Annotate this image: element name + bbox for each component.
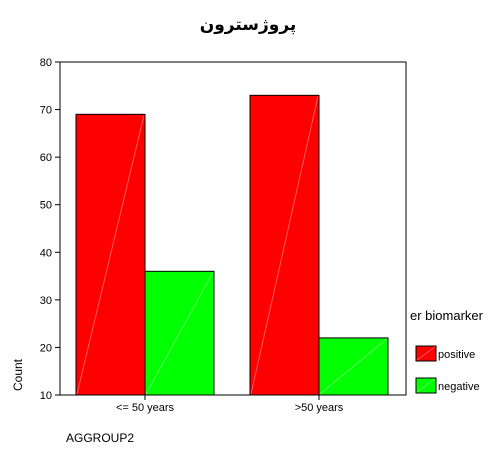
bar-shading-line [250,96,319,395]
legend-title: er biomarker [410,308,484,323]
y-axis-label: Count [11,358,25,391]
legend-swatch-shading [416,378,436,393]
legend-label-negative: negative [438,381,480,393]
y-tick-label: 30 [40,295,52,307]
legend-swatch-shading [416,346,436,361]
legend-swatch-negative [415,377,437,394]
legend-label-positive: positive [438,349,475,361]
y-tick-label: 20 [40,342,52,354]
y-tick-label: 80 [40,57,52,69]
y-tick-label: 60 [40,152,52,164]
y-tick-label: 70 [40,105,52,117]
y-tick-label: 40 [40,247,52,259]
bars-group [75,94,389,396]
x-axis-ticks: <= 50 years >50 years [116,395,344,414]
bar-shading-line [145,272,214,395]
bar-shading-line [319,338,388,395]
y-tick-label: 50 [40,200,52,212]
plot-frame [59,61,407,396]
bar-negative-0 [144,270,215,396]
bar-positive-1 [249,94,320,396]
x-tick-label: <= 50 years [116,402,175,414]
x-axis-label: AGGROUP2 [66,431,134,445]
bar-shading-line [76,115,145,395]
legend-swatch-positive [415,345,437,362]
y-tick-label: 10 [40,390,52,402]
legend: er biomarker positive negative [410,308,484,394]
y-axis-ticks: 10 20 30 40 50 60 70 80 [40,57,60,402]
x-tick-label: >50 years [295,402,344,414]
bar-negative-1 [318,337,389,396]
chart-title: پروژسترون [200,15,297,35]
bar-positive-0 [75,113,146,396]
